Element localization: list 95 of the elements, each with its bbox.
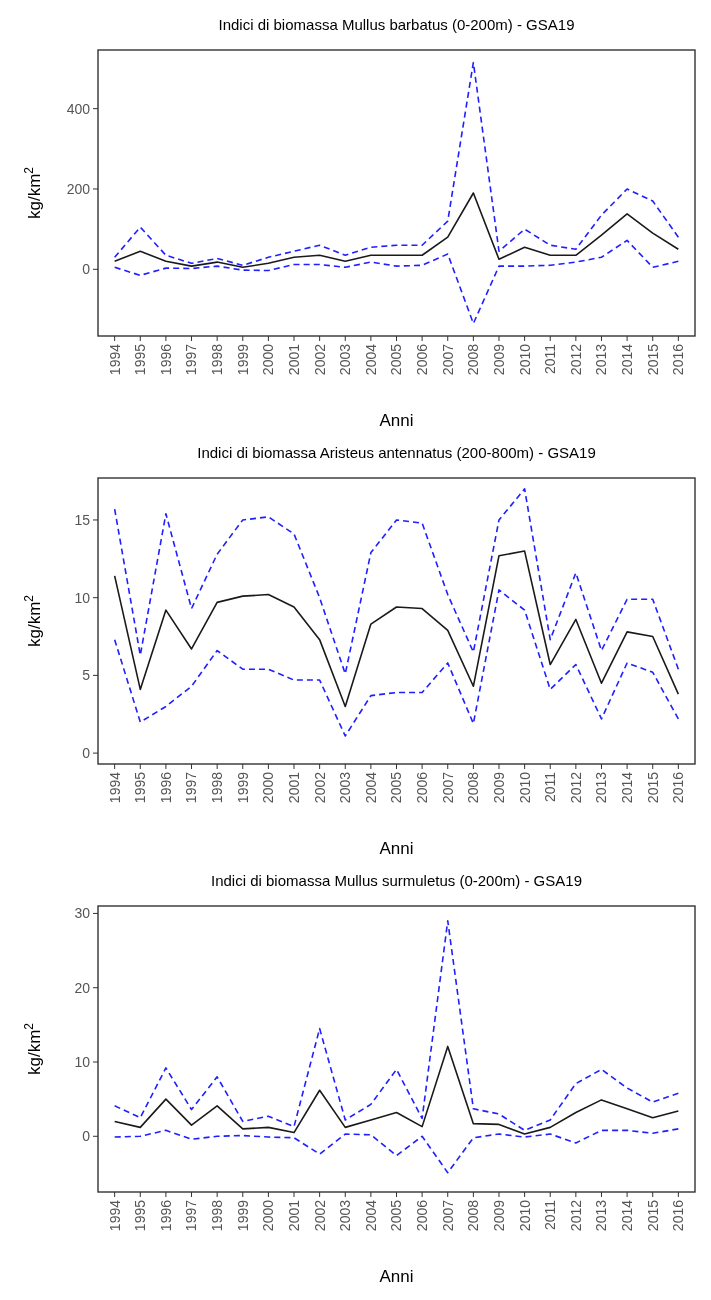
x-tick-label: 2005 (388, 771, 405, 804)
x-tick-label: 2010 (516, 343, 533, 376)
x-tick-label: 2001 (285, 1199, 302, 1232)
x-tick-label: 2007 (439, 343, 456, 376)
x-tick-label: 2015 (644, 343, 661, 376)
x-tick-label: 2004 (362, 771, 379, 804)
x-tick-label: 2006 (414, 1199, 431, 1232)
chart-title: Indici di biomassa Aristeus antennatus (200-800m) - GSA19 (197, 444, 596, 461)
y-tick-label: 400 (66, 100, 91, 117)
x-tick-label: 2007 (439, 1199, 456, 1232)
line-series (113, 589, 680, 737)
x-tick-label: 2015 (644, 1199, 661, 1232)
y-tick-label: 30 (74, 905, 91, 922)
x-tick-label: 2011 (542, 771, 559, 803)
x-tick-label: 1998 (209, 343, 226, 376)
y-tick-label: 20 (74, 979, 91, 996)
x-tick-label: 2010 (516, 771, 533, 804)
x-tick-label: 2004 (362, 343, 379, 376)
x-tick-label: 2006 (414, 343, 431, 376)
x-tick-label: 1997 (183, 1199, 200, 1232)
x-tick-label: 2001 (285, 771, 302, 804)
x-axis-title: Anni (379, 411, 414, 430)
line-series (113, 1128, 680, 1174)
x-tick-label: 2003 (337, 771, 354, 804)
x-tick-label: 1996 (157, 1199, 174, 1232)
x-tick-label: 2001 (285, 343, 302, 376)
x-tick-label: 2014 (619, 1199, 635, 1232)
x-tick-label: 1997 (183, 343, 200, 376)
x-axis-title: Anni (379, 1267, 414, 1286)
x-tick-label: 2014 (619, 771, 635, 804)
x-tick-label: 2002 (311, 343, 328, 376)
x-tick-label: 2010 (516, 1199, 533, 1232)
x-tick-label: 1996 (157, 771, 174, 804)
y-tick-label: 0 (82, 745, 91, 762)
line-series (113, 239, 680, 325)
x-tick-label: 2000 (260, 1199, 277, 1232)
y-tick-label: 0 (82, 261, 91, 278)
x-tick-label: 2012 (567, 343, 584, 376)
y-tick-label: 10 (74, 1053, 91, 1070)
line-series (113, 61, 680, 267)
y-tick-label: 200 (66, 180, 91, 197)
chart-title: Indici di biomassa Mullus barbatus (0-200m) - GSA19 (218, 16, 575, 33)
x-tick-label: 2011 (542, 343, 559, 375)
x-tick-label: 1994 (106, 771, 123, 804)
y-tick-label: 15 (74, 511, 91, 528)
x-tick-label: 2006 (414, 771, 431, 804)
x-tick-label: 1998 (209, 771, 226, 804)
chart-title: Indici di biomassa Mullus surmuletus (0-200m) - GSA19 (211, 872, 582, 889)
x-tick-label: 2016 (670, 771, 687, 804)
x-tick-label: 2009 (490, 771, 507, 804)
x-tick-label: 2016 (670, 343, 687, 376)
x-tick-label: 1994 (106, 1199, 123, 1232)
y-tick-label: 0 (82, 1128, 91, 1145)
line-series (113, 192, 680, 269)
x-tick-label: 1995 (132, 343, 149, 376)
x-tick-label: 1999 (234, 1199, 251, 1232)
x-tick-label: 1999 (234, 343, 251, 376)
x-tick-label: 2002 (311, 771, 328, 804)
x-tick-label: 2012 (567, 771, 584, 804)
line-series (113, 488, 680, 675)
x-tick-label: 1995 (132, 771, 149, 804)
x-tick-label: 2009 (490, 343, 507, 376)
x-axis-title: Anni (379, 839, 414, 858)
x-tick-label: 2008 (465, 343, 482, 376)
x-tick-label: 2005 (388, 343, 405, 376)
x-tick-label: 2000 (260, 343, 277, 376)
x-tick-label: 2012 (567, 1199, 584, 1232)
x-tick-label: 1996 (157, 343, 174, 376)
x-tick-label: 2000 (260, 771, 277, 804)
x-tick-label: 2003 (337, 1199, 354, 1232)
x-tick-label: 2014 (619, 343, 635, 376)
x-tick-label: 2011 (542, 1199, 559, 1231)
x-tick-label: 2003 (337, 343, 354, 376)
line-series (113, 920, 680, 1132)
x-tick-label: 2015 (644, 771, 661, 804)
x-tick-label: 1999 (234, 771, 251, 804)
line-series (113, 550, 680, 708)
x-tick-label: 2013 (593, 343, 610, 376)
x-tick-label: 2013 (593, 771, 610, 804)
x-tick-label: 2009 (490, 1199, 507, 1232)
x-tick-label: 2016 (670, 1199, 687, 1232)
x-tick-label: 1994 (106, 343, 123, 376)
x-tick-label: 2005 (388, 1199, 405, 1232)
x-tick-label: 2013 (593, 1199, 610, 1232)
x-tick-label: 2008 (465, 771, 482, 804)
y-tick-label: 10 (74, 589, 91, 606)
x-tick-label: 1998 (209, 1199, 226, 1232)
x-tick-label: 2007 (439, 771, 456, 804)
x-tick-label: 2008 (465, 1199, 482, 1232)
x-tick-label: 1997 (183, 771, 200, 804)
line-series (113, 1045, 680, 1135)
x-tick-label: 2002 (311, 1199, 328, 1232)
x-tick-label: 1995 (132, 1199, 149, 1232)
y-tick-label: 5 (82, 667, 91, 684)
x-tick-label: 2004 (362, 1199, 379, 1232)
